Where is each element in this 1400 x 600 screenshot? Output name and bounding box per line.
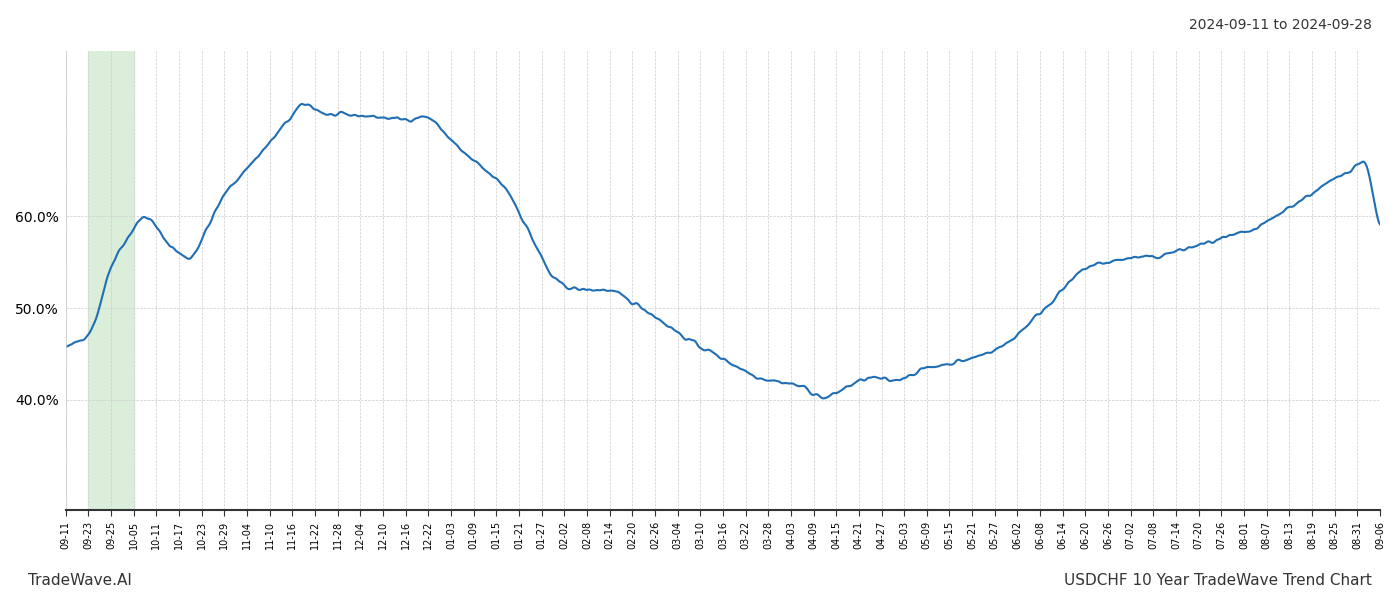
Bar [88,51,134,510]
Text: USDCHF 10 Year TradeWave Trend Chart: USDCHF 10 Year TradeWave Trend Chart [1064,573,1372,588]
Text: 2024-09-11 to 2024-09-28: 2024-09-11 to 2024-09-28 [1189,18,1372,32]
Text: TradeWave.AI: TradeWave.AI [28,573,132,588]
